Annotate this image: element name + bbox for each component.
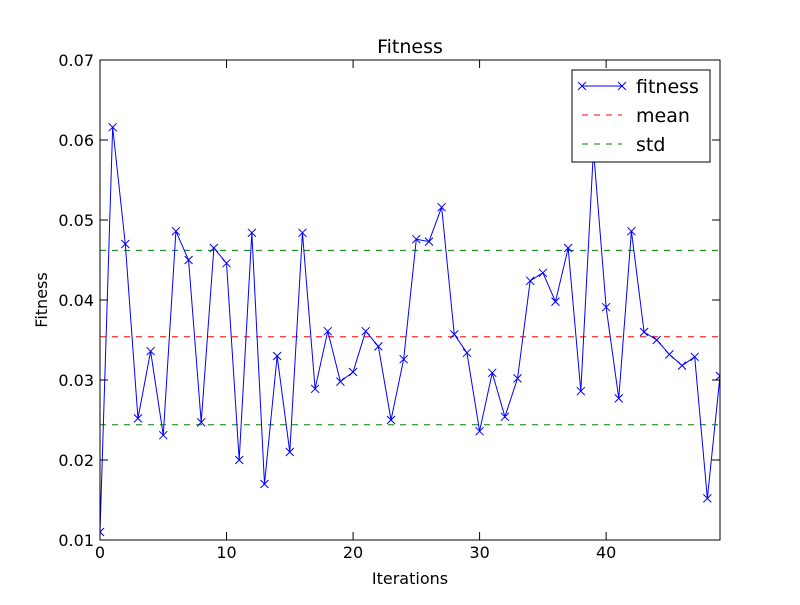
fitness-point bbox=[551, 297, 560, 306]
fitness-point bbox=[247, 228, 257, 238]
x-tick-label: 20 bbox=[343, 543, 363, 562]
fitness-point bbox=[677, 361, 687, 370]
y-tick-label: 0.04 bbox=[58, 291, 94, 310]
fitness-point bbox=[652, 335, 662, 345]
x-tick-label: 10 bbox=[216, 543, 236, 562]
fitness-point bbox=[525, 276, 535, 286]
fitness-point bbox=[576, 386, 586, 396]
legend-item-mean: mean bbox=[582, 105, 690, 127]
fitness-point bbox=[158, 430, 168, 440]
y-tick-label: 0.05 bbox=[58, 211, 94, 230]
fitness-point bbox=[184, 255, 193, 265]
fitness-point bbox=[298, 228, 307, 238]
fitness-point bbox=[500, 412, 510, 422]
fitness-point bbox=[639, 327, 649, 337]
x-tick-label: 40 bbox=[596, 543, 616, 562]
fitness-point bbox=[323, 326, 333, 336]
fitness-point bbox=[260, 479, 269, 489]
fitness-point bbox=[411, 234, 421, 244]
fitness-point bbox=[310, 384, 320, 394]
fitness-point bbox=[196, 418, 206, 427]
fitness-point bbox=[690, 352, 700, 362]
fitness-point bbox=[487, 368, 497, 378]
fitness-point bbox=[100, 527, 105, 537]
fitness-point bbox=[715, 371, 720, 381]
fitness-point bbox=[665, 350, 674, 359]
fitness-point bbox=[702, 494, 712, 503]
fitness-point bbox=[386, 415, 396, 425]
fitness-point bbox=[399, 354, 409, 364]
fitness-point bbox=[374, 342, 383, 351]
fitness-point bbox=[209, 243, 219, 253]
fitness-point bbox=[627, 226, 636, 236]
legend: fitness mean std bbox=[571, 69, 711, 163]
fitness-point bbox=[272, 351, 282, 361]
fitness-point bbox=[285, 447, 295, 457]
legend-item-fitness: fitness bbox=[577, 76, 699, 98]
legend-box bbox=[571, 69, 711, 163]
chart-title: Fitness bbox=[377, 36, 443, 58]
fitness-point bbox=[513, 374, 522, 383]
fitness-point bbox=[437, 202, 446, 212]
x-axis-title: Iterations bbox=[372, 569, 448, 588]
y-tick-label: 0.01 bbox=[58, 531, 94, 550]
x-tick-label: 30 bbox=[469, 543, 489, 562]
fitness-point bbox=[361, 326, 371, 336]
fitness-point bbox=[120, 239, 130, 249]
legend-label: mean bbox=[636, 105, 690, 127]
fitness-point bbox=[348, 367, 358, 377]
legend-label: std bbox=[636, 134, 665, 156]
fitness-point bbox=[222, 258, 231, 268]
y-tick-label: 0.06 bbox=[58, 131, 94, 150]
fitness-point bbox=[424, 237, 434, 246]
fitness-line bbox=[100, 127, 720, 533]
fitness-point bbox=[462, 348, 472, 358]
fitness-point bbox=[614, 394, 624, 403]
fitness-point bbox=[601, 302, 611, 312]
fitness-point bbox=[538, 268, 548, 278]
fitness-point bbox=[336, 377, 345, 386]
y-tick-label: 0.07 bbox=[58, 51, 94, 70]
legend-label: fitness bbox=[636, 76, 699, 98]
y-tick-label: 0.02 bbox=[58, 451, 94, 470]
fitness-point bbox=[234, 455, 244, 465]
y-axis-title: Fitness bbox=[32, 272, 51, 327]
fitness-point bbox=[449, 330, 459, 339]
fitness-point bbox=[475, 426, 484, 436]
fitness-point bbox=[133, 414, 143, 423]
fitness-point bbox=[171, 226, 181, 236]
fitness-point bbox=[563, 243, 573, 253]
legend-item-std: std bbox=[582, 134, 665, 156]
fitness-point bbox=[146, 346, 155, 356]
y-tick-label: 0.03 bbox=[58, 371, 94, 390]
fitness-point bbox=[108, 122, 118, 132]
x-tick-label: 0 bbox=[95, 543, 105, 562]
